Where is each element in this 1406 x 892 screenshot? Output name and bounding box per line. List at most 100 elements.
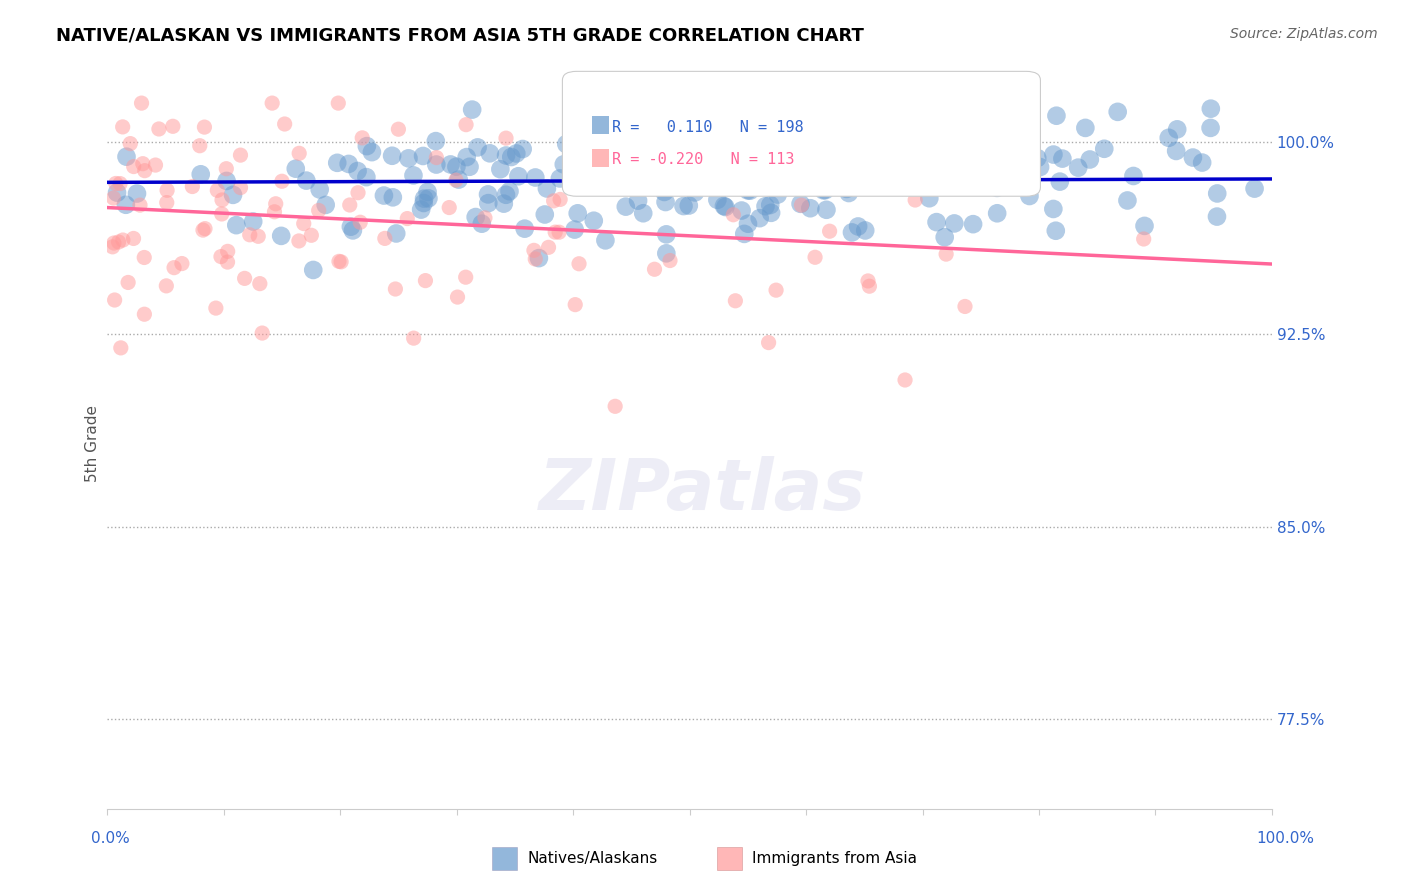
Point <box>1107 104 1129 119</box>
Point <box>765 283 787 297</box>
Point <box>627 194 650 208</box>
Point <box>1092 142 1115 156</box>
Point <box>932 165 955 179</box>
Point <box>785 150 807 164</box>
Point <box>1019 120 1042 134</box>
Point <box>778 157 800 171</box>
Point <box>339 198 361 212</box>
Point <box>132 157 155 171</box>
Point <box>501 150 523 164</box>
Point <box>489 162 512 177</box>
Point <box>831 150 853 164</box>
Point <box>900 178 922 192</box>
Point <box>384 282 406 296</box>
Point <box>730 203 752 218</box>
Point <box>659 143 682 157</box>
Point <box>103 235 125 250</box>
Point <box>233 271 256 285</box>
Point <box>115 198 138 212</box>
Point <box>524 170 547 185</box>
Point <box>340 219 363 234</box>
Point <box>454 118 477 132</box>
Point <box>1045 109 1067 123</box>
Point <box>495 187 517 202</box>
Point <box>471 217 494 231</box>
Point <box>789 197 811 211</box>
Point <box>595 233 617 247</box>
Point <box>533 207 555 221</box>
Point <box>904 193 927 207</box>
Point <box>537 240 560 254</box>
Point <box>211 193 233 207</box>
Point <box>134 163 156 178</box>
Point <box>1074 120 1097 135</box>
Text: ZIPatlas: ZIPatlas <box>540 456 866 525</box>
Point <box>209 250 232 264</box>
Point <box>349 215 371 229</box>
Point <box>879 173 901 187</box>
Point <box>794 146 817 161</box>
Point <box>935 247 957 261</box>
Point <box>941 163 963 178</box>
Point <box>949 145 972 160</box>
Point <box>387 122 409 136</box>
Point <box>446 290 468 304</box>
Point <box>818 224 841 238</box>
Point <box>754 199 776 213</box>
Point <box>831 170 853 185</box>
Point <box>508 169 530 184</box>
Point <box>155 278 177 293</box>
Point <box>869 175 891 189</box>
Point <box>104 177 127 191</box>
Point <box>498 184 520 198</box>
Point <box>1243 181 1265 195</box>
Point <box>815 202 838 217</box>
Point <box>292 217 315 231</box>
Point <box>748 211 770 226</box>
Point <box>678 198 700 212</box>
Point <box>373 188 395 202</box>
Point <box>262 96 284 111</box>
Point <box>415 274 437 288</box>
Point <box>856 274 879 288</box>
Point <box>1078 153 1101 167</box>
Point <box>412 149 434 163</box>
Point <box>1049 175 1071 189</box>
Point <box>655 227 678 242</box>
Point <box>134 251 156 265</box>
Point <box>524 252 547 266</box>
Point <box>844 155 866 169</box>
Point <box>631 206 654 220</box>
Point <box>217 244 239 259</box>
Point <box>347 186 370 200</box>
Point <box>644 262 666 277</box>
Point <box>120 136 142 151</box>
Point <box>980 165 1002 179</box>
Point <box>402 331 425 345</box>
Point <box>215 161 238 176</box>
Point <box>536 181 558 195</box>
Point <box>104 293 127 307</box>
Point <box>828 166 851 180</box>
Point <box>814 183 837 197</box>
Point <box>918 191 941 205</box>
Point <box>661 161 683 175</box>
Point <box>759 198 782 212</box>
Text: Source: ZipAtlas.com: Source: ZipAtlas.com <box>1230 27 1378 41</box>
Point <box>1191 155 1213 169</box>
Point <box>986 167 1008 181</box>
Point <box>543 194 565 208</box>
Point <box>115 150 138 164</box>
Point <box>263 204 285 219</box>
Point <box>288 234 311 248</box>
Point <box>925 215 948 229</box>
Point <box>439 157 461 171</box>
Point <box>308 182 330 196</box>
Point <box>163 260 186 275</box>
Point <box>804 250 827 264</box>
Point <box>986 206 1008 220</box>
Point <box>381 190 404 204</box>
Point <box>361 145 384 160</box>
Point <box>737 217 759 231</box>
Point <box>548 171 571 186</box>
